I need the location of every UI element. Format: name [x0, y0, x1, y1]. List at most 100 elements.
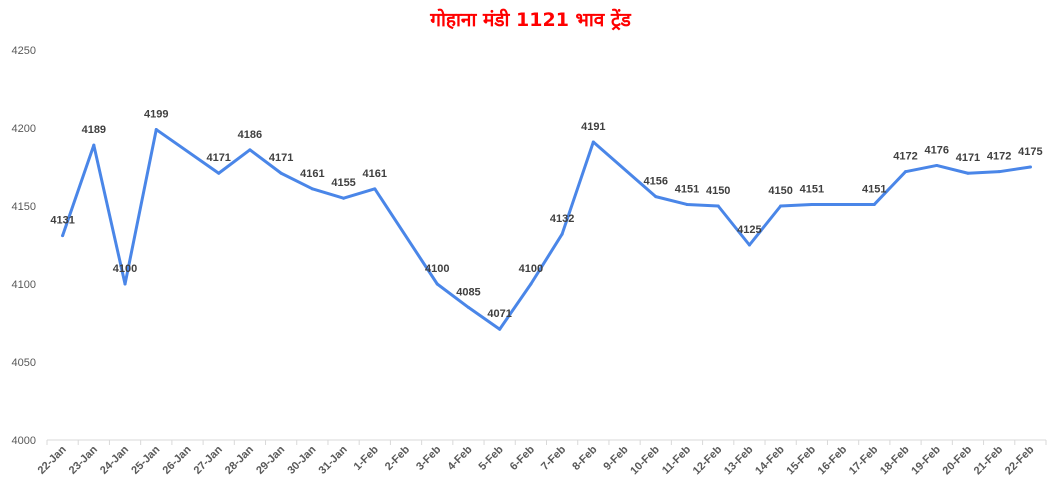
y-tick-label: 4100: [12, 279, 36, 291]
x-tick-label: 4-Feb: [445, 443, 474, 472]
x-tick-label: 1-Feb: [352, 443, 381, 472]
x-tick-label: 5-Feb: [477, 443, 506, 472]
x-tick-label: 7-Feb: [539, 443, 568, 472]
data-labels: 4131 4189 4100 4199 4171 4186 4171 4161 4155 4161…: [50, 109, 1042, 321]
x-tick-label: 27-Jan: [192, 443, 225, 476]
data-point: [935, 163, 939, 167]
y-tick-label: 4200: [12, 123, 36, 135]
chart-title: गोहाना मंडी 1121 भाव ट्रेंड: [430, 9, 631, 31]
data-label: 4151: [800, 183, 824, 195]
data-label: 4131: [50, 215, 74, 227]
data-point: [997, 170, 1001, 174]
data-point: [810, 202, 814, 206]
data-point: [779, 204, 783, 208]
data-label: 4150: [706, 185, 730, 197]
x-tick-label: 19-Feb: [909, 443, 943, 477]
x-tick-label: 10-Feb: [628, 443, 662, 477]
data-point: [872, 202, 876, 206]
data-point: [61, 234, 65, 238]
data-label: 4171: [269, 152, 293, 164]
data-label: 4132: [550, 213, 574, 225]
data-label: 4172: [893, 151, 917, 163]
data-point: [123, 282, 127, 286]
data-label: 4186: [238, 129, 262, 141]
data-label: 4175: [1018, 146, 1042, 158]
data-point: [591, 140, 595, 144]
y-axis: 4000 4050 4100 4150 4200 4250: [12, 45, 36, 447]
data-point: [529, 282, 533, 286]
x-tick-label: 29-Jan: [254, 443, 287, 476]
data-point: [654, 195, 658, 199]
data-point: [685, 202, 689, 206]
x-tick-label: 28-Jan: [223, 443, 256, 476]
x-tick-label: 22-Jan: [36, 443, 69, 476]
y-tick-label: 4000: [12, 435, 36, 447]
data-point: [310, 187, 314, 191]
data-point: [435, 282, 439, 286]
data-point: [498, 327, 502, 331]
x-tick-label: 15-Feb: [784, 443, 818, 477]
data-point: [966, 171, 970, 175]
x-tick-label: 16-Feb: [816, 443, 850, 477]
x-tick-label: 31-Jan: [317, 443, 350, 476]
data-point: [342, 196, 346, 200]
data-label: 4189: [82, 124, 106, 136]
y-tick-label: 4050: [12, 357, 36, 369]
data-label: 4071: [487, 308, 511, 320]
data-label: 4171: [206, 152, 230, 164]
data-label: 4161: [300, 168, 324, 180]
data-point: [466, 305, 470, 309]
data-label: 4171: [956, 152, 980, 164]
data-point: [716, 204, 720, 208]
x-tick-label: 2-Feb: [383, 443, 412, 472]
data-label: 4156: [644, 176, 668, 188]
x-tick-label: 26-Jan: [160, 443, 193, 476]
data-label: 4100: [425, 263, 449, 275]
data-point: [560, 232, 564, 236]
x-tick-label: 20-Feb: [941, 443, 975, 477]
data-label: 4151: [862, 183, 886, 195]
data-label: 4085: [456, 286, 480, 298]
x-tick-label: 3-Feb: [414, 443, 443, 472]
x-tick-label: 6-Feb: [508, 443, 537, 472]
data-point: [747, 243, 751, 247]
data-label: 4191: [581, 121, 605, 133]
x-tick-label: 9-Feb: [601, 443, 630, 472]
x-tick-label: 22-Feb: [1003, 443, 1037, 477]
data-label: 4150: [768, 185, 792, 197]
data-label: 4100: [519, 263, 543, 275]
data-label: 4151: [675, 183, 699, 195]
x-tick-label: 25-Jan: [129, 443, 162, 476]
data-label: 4176: [924, 144, 948, 156]
x-tick-label: 8-Feb: [570, 443, 599, 472]
x-tick-label: 11-Feb: [660, 443, 693, 476]
data-point: [904, 170, 908, 174]
x-tick-label: 30-Jan: [285, 443, 318, 476]
data-label: 4172: [987, 151, 1011, 163]
x-tick-label: 12-Feb: [691, 443, 725, 477]
data-label: 4100: [113, 263, 137, 275]
x-tick-label: 18-Feb: [878, 443, 912, 477]
x-axis: 22-Jan23-Jan24-Jan25-Jan26-Jan27-Jan28-J…: [36, 439, 1047, 477]
data-point: [373, 187, 377, 191]
x-tick-label: 24-Jan: [98, 443, 131, 476]
series-polyline: [61, 128, 1032, 331]
data-point: [279, 171, 283, 175]
x-tick-label: 17-Feb: [847, 443, 881, 477]
x-tick-label: 23-Jan: [67, 443, 100, 476]
data-point: [154, 128, 158, 132]
data-point: [1028, 165, 1032, 169]
series-line: [61, 128, 1032, 331]
data-point: [248, 148, 252, 152]
x-tick-label: 21-Feb: [972, 443, 1006, 477]
y-tick-label: 4250: [12, 45, 36, 57]
data-label: 4199: [144, 109, 168, 121]
data-point: [217, 171, 221, 175]
data-label: 4161: [363, 168, 387, 180]
data-label: 4125: [737, 224, 761, 236]
x-tick-label: 14-Feb: [753, 443, 787, 477]
data-point: [92, 143, 96, 147]
x-tick-label: 13-Feb: [722, 443, 756, 477]
data-label: 4155: [331, 177, 355, 189]
